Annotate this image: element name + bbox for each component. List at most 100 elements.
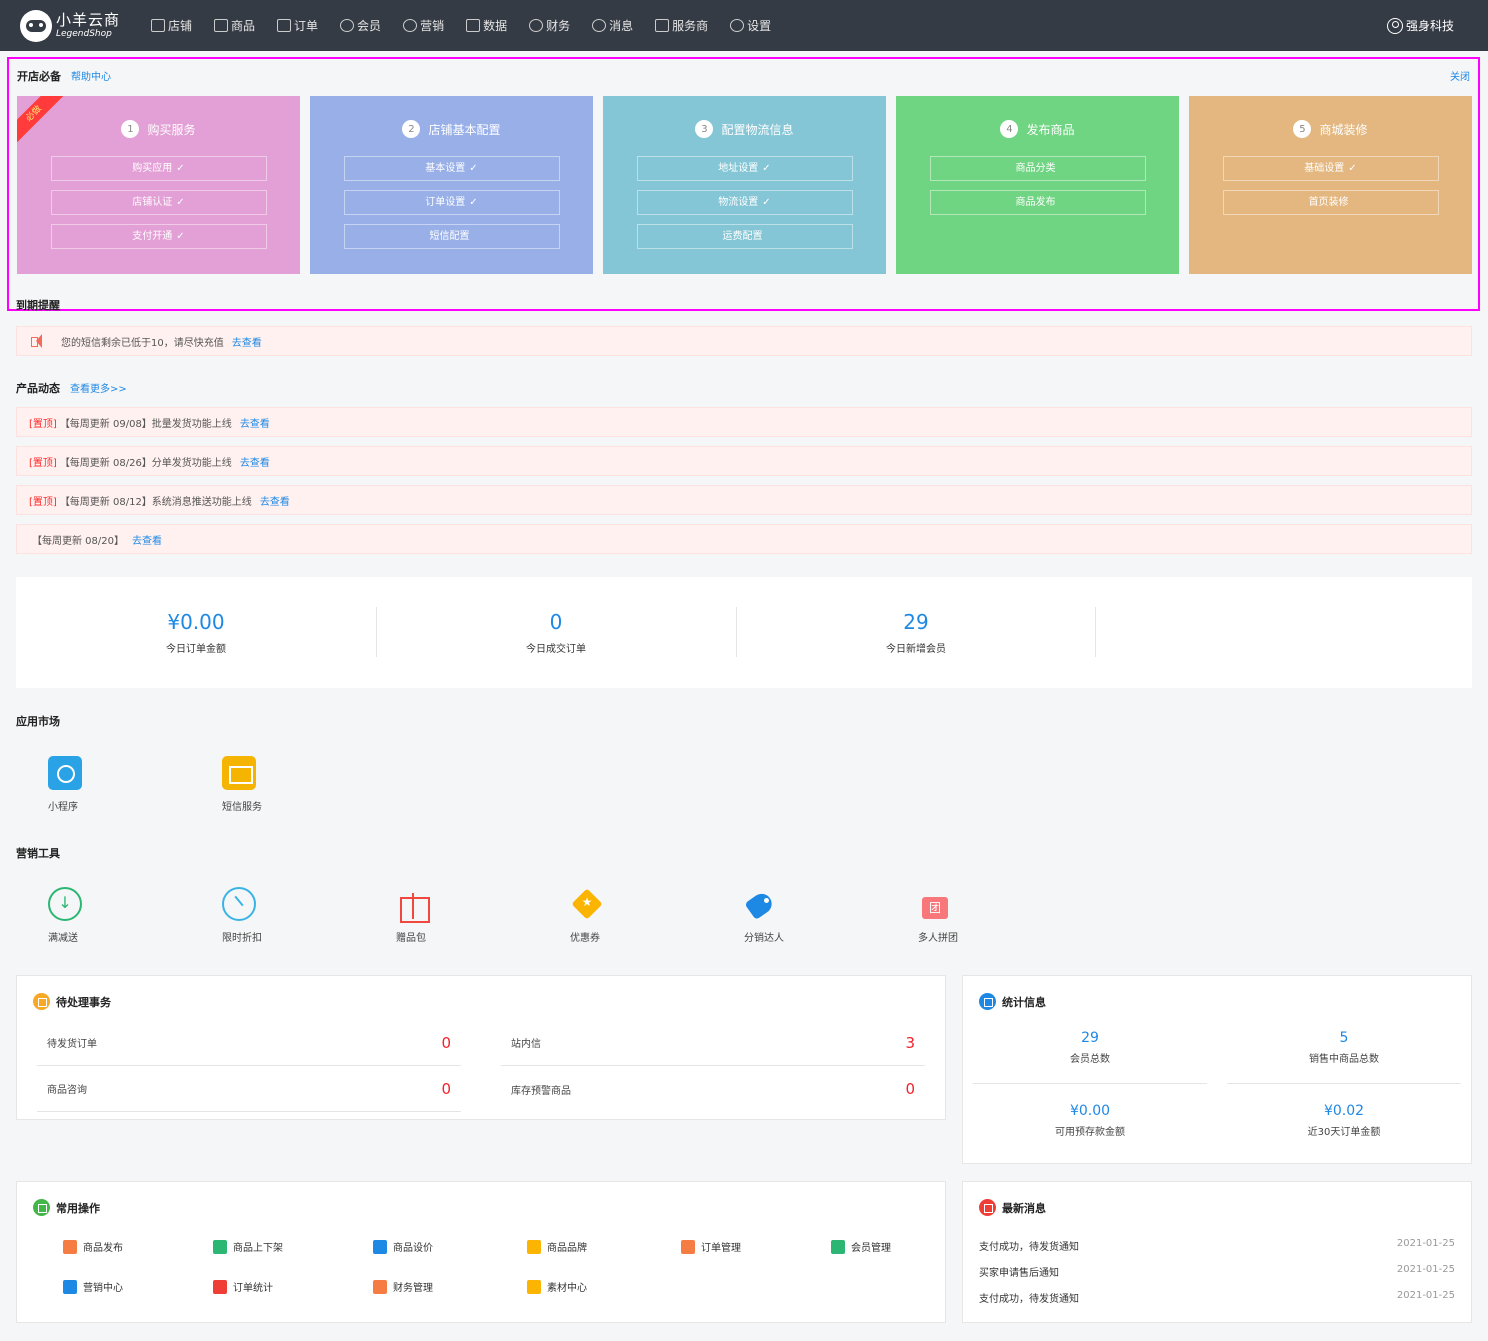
help-center-link[interactable]: 帮助中心 — [71, 72, 111, 83]
pinned-tag: [置顶] — [29, 457, 57, 469]
step-action-button[interactable]: 购买应用 ✓ — [50, 156, 267, 181]
nav-goods[interactable]: 商品 — [203, 0, 266, 51]
nav-settings[interactable]: 设置 — [719, 0, 782, 51]
nav-marketing[interactable]: 营销 — [392, 0, 455, 51]
user-menu[interactable]: 强身科技 — [1386, 0, 1454, 51]
check-icon: ✓ — [469, 163, 478, 174]
message-item[interactable]: 支付成功，待发货通知 2021-01-25 — [979, 1290, 1455, 1305]
op-icon — [681, 1239, 695, 1254]
news-more-link[interactable]: 查看更多>> — [70, 384, 127, 395]
tool-limited-discount[interactable]: 限时折扣 — [190, 887, 364, 944]
onboarding-steps: 必做 1 购买服务 购买应用 ✓ 店铺认证 ✓ 支付开通 ✓ 2 店铺基本配置 基本设置 ✓ 订单设置 ✓ 短… — [17, 96, 1472, 274]
task-site-messages[interactable]: 站内信 3 — [501, 1020, 925, 1066]
nav-members[interactable]: 会员 — [329, 0, 392, 51]
stat-order-amount[interactable]: ¥0.00 今日订单金额 — [166, 610, 226, 655]
stat-total-members[interactable]: 29 会员总数 — [973, 1012, 1207, 1084]
step-action-button[interactable]: 首页装修 — [1222, 190, 1439, 215]
message-item[interactable]: 支付成功，待发货通知 2021-01-25 — [979, 1238, 1455, 1253]
app-sms-service[interactable]: 短信服务 — [190, 756, 364, 813]
news-item: [置顶] 【每周更新 08/26】分单发货功能上线 去查看 — [16, 446, 1472, 476]
op-icon — [527, 1239, 541, 1254]
news-view-link[interactable]: 去查看 — [132, 535, 162, 547]
logo[interactable]: 小羊云商 LegendShop — [20, 9, 136, 42]
step-action-button[interactable]: 基础设置 ✓ — [1222, 156, 1439, 181]
step-action-button[interactable]: 地址设置 ✓ — [636, 156, 853, 181]
stat-30day-orders[interactable]: ¥0.02 近30天订单金额 — [1307, 1102, 1381, 1138]
op-label: 商品品牌 — [547, 1243, 587, 1254]
member-icon — [340, 19, 355, 32]
step-action-button[interactable]: 商品分类 — [929, 156, 1146, 181]
news-item: 【每周更新 08/20】 去查看 — [16, 524, 1472, 554]
step-title: 5 商城装修 — [1189, 120, 1472, 138]
tool-gift-pack[interactable]: 赠品包 — [364, 887, 538, 944]
op-label: 订单管理 — [701, 1243, 741, 1254]
onboarding-panel: 开店必备 帮助中心 关闭 必做 1 购买服务 购买应用 ✓ 店铺认证 ✓ 支付开通 ✓ 2 店铺基本配… — [7, 57, 1480, 311]
pinned-tag: [置顶] — [29, 496, 57, 508]
task-product-inquiries[interactable]: 商品咨询 0 — [37, 1066, 461, 1112]
user-name: 强身科技 — [1405, 19, 1454, 33]
news-view-link[interactable]: 去查看 — [239, 418, 270, 430]
common-op-item[interactable]: 素材中心 — [527, 1279, 587, 1294]
nav-store[interactable]: 店铺 — [140, 0, 203, 51]
step-title: 2 店铺基本配置 — [310, 120, 593, 138]
close-onboarding-link[interactable]: 关闭 — [1450, 72, 1470, 83]
tool-group-buy[interactable]: 多人拼团 — [886, 887, 1060, 944]
sms-icon — [222, 756, 256, 790]
goods-icon — [214, 19, 229, 32]
nav-data[interactable]: 数据 — [455, 0, 518, 51]
message-item[interactable]: 买家申请售后通知 2021-01-25 — [979, 1264, 1455, 1279]
nav-service-provider[interactable]: 服务商 — [644, 0, 719, 51]
op-label: 营销中心 — [83, 1283, 123, 1294]
stat-prepaid-balance[interactable]: ¥0.00 可用预存款金额 — [1055, 1102, 1125, 1138]
nav-messages[interactable]: 消息 — [581, 0, 644, 51]
tool-distributor[interactable]: 分销达人 — [712, 887, 886, 944]
common-op-item[interactable]: 会员管理 — [831, 1239, 891, 1254]
step-action-button[interactable]: 商品发布 — [929, 190, 1146, 215]
nav-finance[interactable]: 财务 — [518, 0, 581, 51]
step-action-button[interactable]: 支付开通 ✓ — [50, 224, 267, 249]
op-icon — [373, 1279, 387, 1294]
nav-orders[interactable]: 订单 — [266, 0, 329, 51]
news-view-link[interactable]: 去查看 — [259, 496, 290, 508]
op-icon — [527, 1279, 541, 1294]
data-icon — [466, 19, 481, 32]
news-text: 【每周更新 09/08】批量发货功能上线 — [59, 418, 232, 430]
step-action-label: 基本设置 — [425, 163, 466, 174]
tag-icon — [744, 887, 778, 921]
check-icon: ✓ — [176, 163, 185, 174]
step-action-label: 商品分类 — [1015, 163, 1056, 174]
common-op-item[interactable]: 商品品牌 — [527, 1239, 587, 1254]
tool-coupon[interactable]: 优惠券 — [538, 887, 712, 944]
tool-full-reduction[interactable]: 满减送 — [16, 887, 190, 944]
step-action-button[interactable]: 基本设置 ✓ — [343, 156, 560, 181]
task-stock-warning[interactable]: 库存预警商品 0 — [511, 1080, 915, 1098]
app-market-title: 应用市场 — [16, 715, 60, 728]
step-action-button[interactable]: 短信配置 — [343, 224, 560, 249]
step-title: 1 购买服务 — [17, 120, 300, 138]
common-op-item[interactable]: 财务管理 — [373, 1279, 433, 1294]
speaker-icon — [31, 334, 47, 348]
expiry-view-link[interactable]: 去查看 — [231, 337, 262, 349]
step-action-button[interactable]: 物流设置 ✓ — [636, 190, 853, 215]
op-label: 财务管理 — [393, 1283, 433, 1294]
op-icon — [63, 1279, 77, 1294]
common-op-item[interactable]: 订单管理 — [681, 1239, 741, 1254]
step-number: 2 — [402, 120, 421, 138]
common-op-item[interactable]: 商品发布 — [63, 1239, 123, 1254]
step-action-button[interactable]: 店铺认证 ✓ — [50, 190, 267, 215]
common-op-item[interactable]: 营销中心 — [63, 1279, 123, 1294]
stat-new-members[interactable]: 29 今日新增会员 — [736, 577, 1096, 688]
stat-goods-on-sale[interactable]: 5 销售中商品总数 — [1227, 1012, 1461, 1084]
task-pending-shipment[interactable]: 待发货订单 0 — [37, 1020, 461, 1066]
stat-orders[interactable]: 0 今日成交订单 — [376, 577, 736, 688]
logo-mascot-icon — [20, 9, 52, 42]
step-action-button[interactable]: 运费配置 — [636, 224, 853, 249]
news-view-link[interactable]: 去查看 — [239, 457, 270, 469]
step-action-button[interactable]: 订单设置 ✓ — [343, 190, 560, 215]
common-op-item[interactable]: 商品设价 — [373, 1239, 433, 1254]
common-op-item[interactable]: 商品上下架 — [213, 1239, 283, 1254]
op-label: 商品上下架 — [233, 1243, 283, 1254]
app-mini-program[interactable]: 小程序 — [16, 756, 190, 813]
news-title: 产品动态 查看更多>> — [16, 382, 127, 395]
common-op-item[interactable]: 订单统计 — [213, 1279, 273, 1294]
